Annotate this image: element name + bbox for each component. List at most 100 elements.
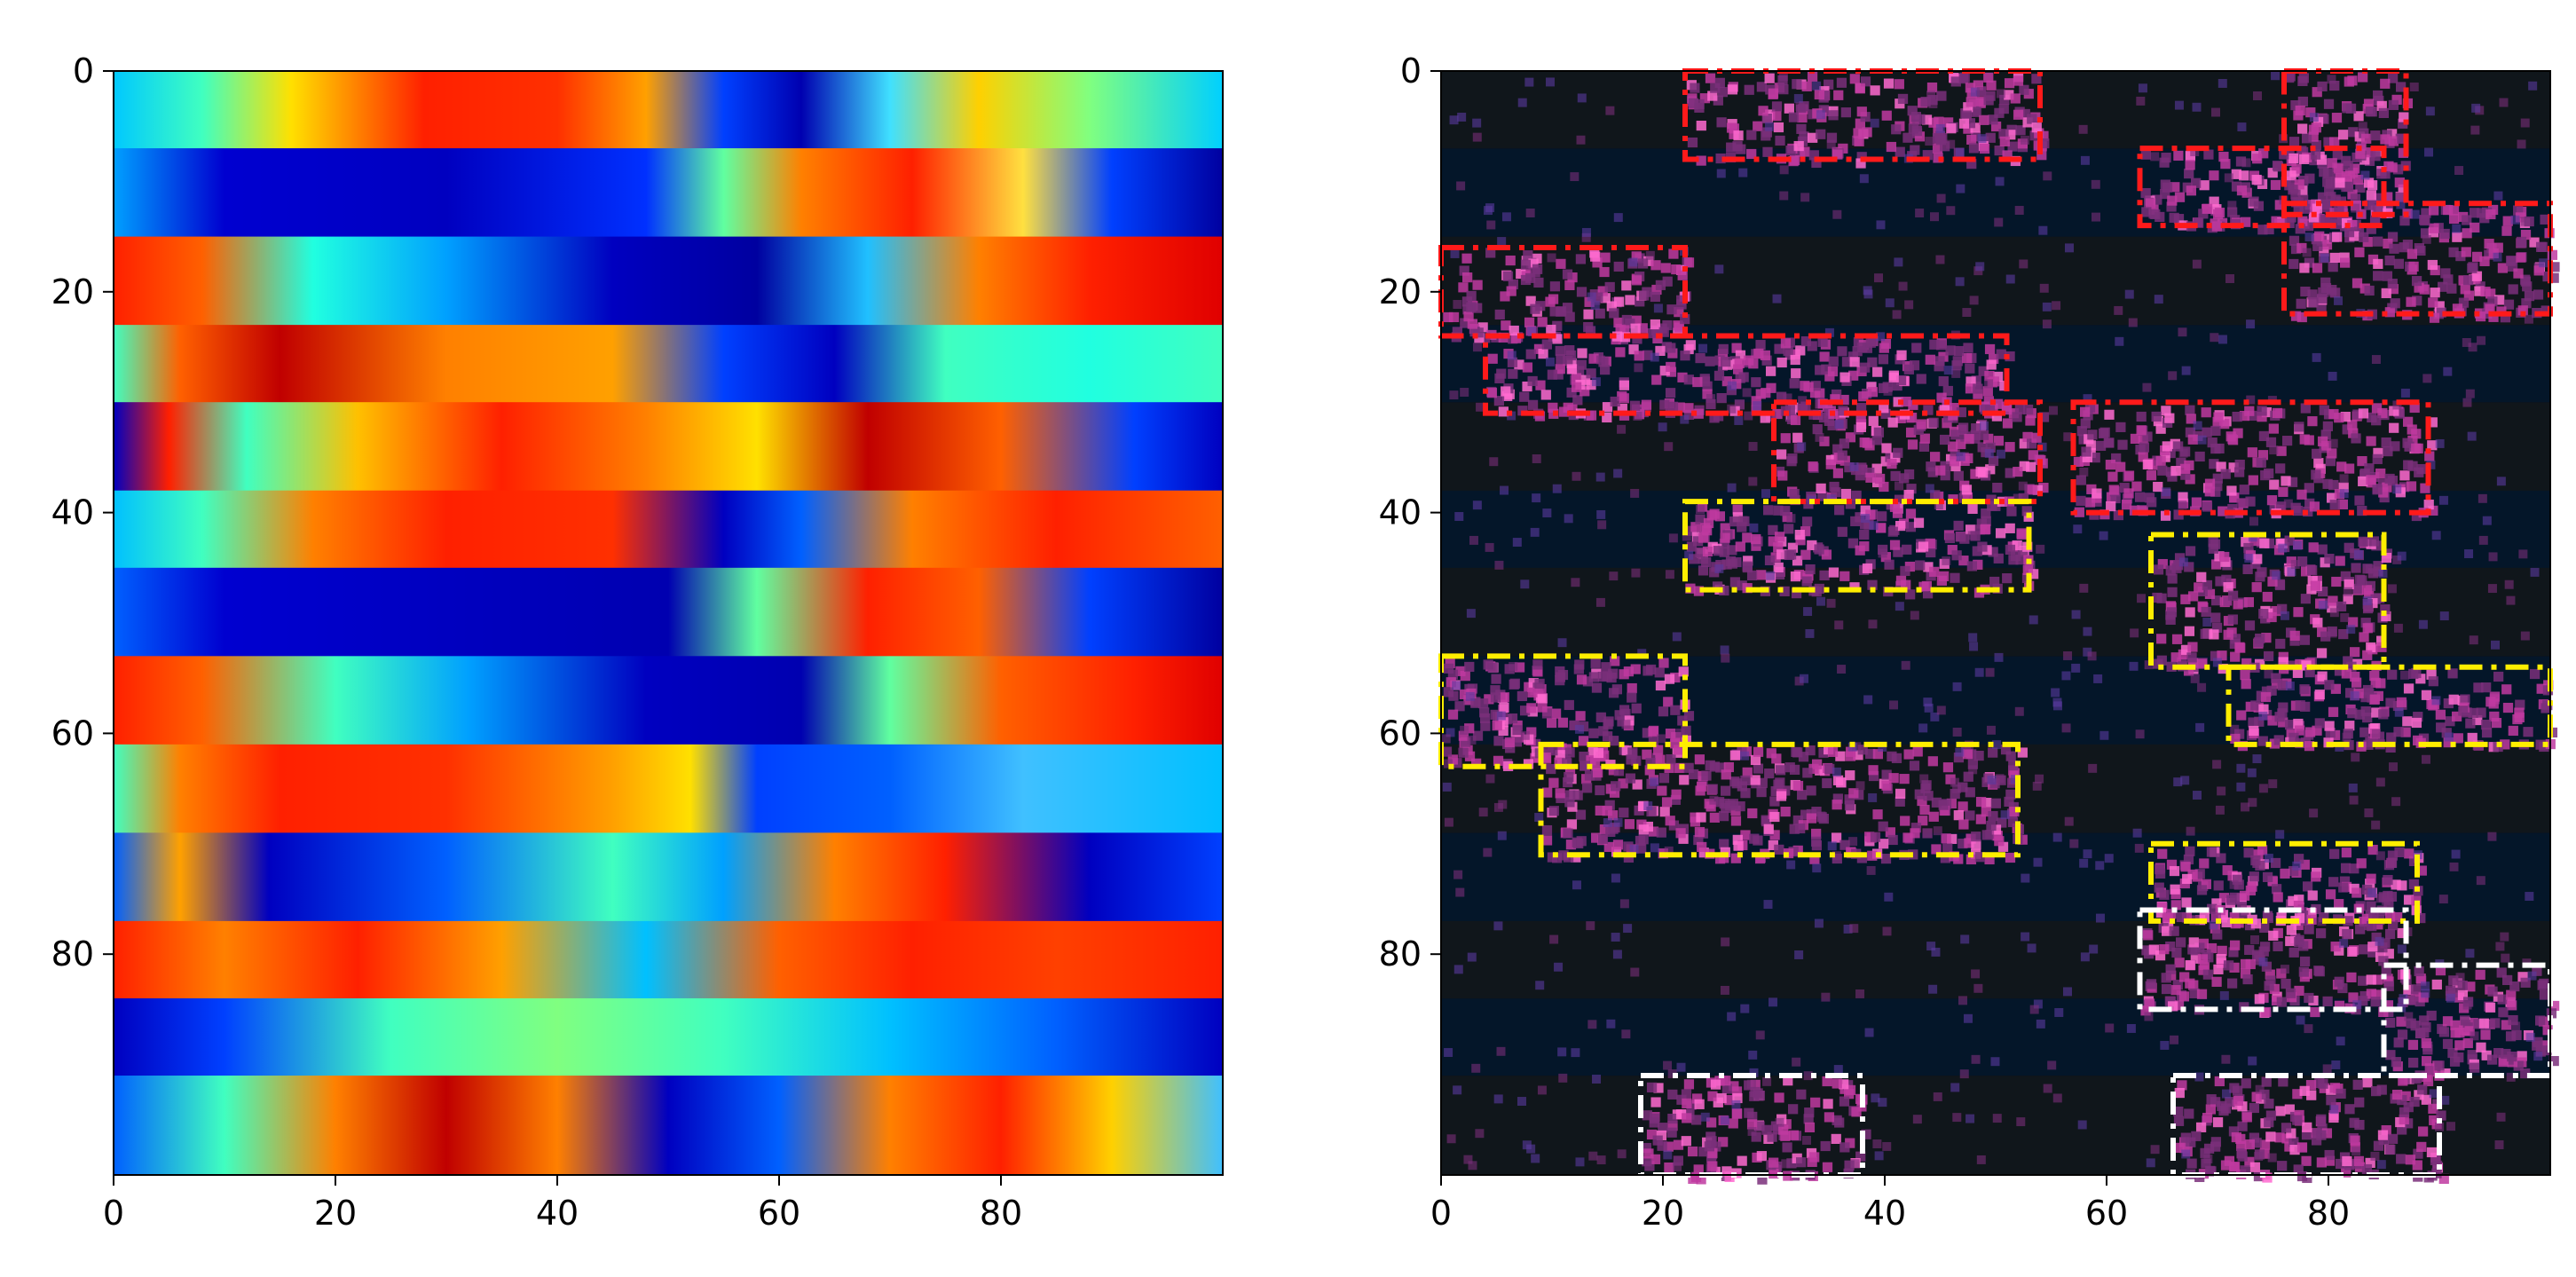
cluster-pixel [1867, 357, 1878, 367]
noise-pixel [2124, 289, 2134, 299]
cluster-pixel [1646, 1082, 1658, 1092]
cluster-pixel [1621, 745, 1632, 756]
cluster-pixel [2199, 959, 2210, 971]
noise-pixel [2496, 1112, 2506, 1122]
cluster-pixel [1854, 136, 1864, 146]
cluster-pixel [1494, 373, 1505, 383]
cluster-pixel [1729, 516, 1740, 527]
cluster-pixel [1895, 796, 1905, 807]
cluster-pixel [1800, 526, 1811, 537]
cluster-pixel [2310, 580, 2321, 591]
cluster-pixel [2304, 667, 2315, 678]
cluster-pixel [1650, 291, 1660, 303]
cluster-pixel [2241, 1112, 2252, 1123]
cluster-pixel [2319, 114, 2329, 124]
cluster-pixel [2296, 311, 2307, 323]
cluster-pixel [1958, 556, 1969, 566]
cluster-pixel [2196, 885, 2208, 895]
noise-pixel [2215, 805, 2225, 815]
cluster-pixel [2168, 1001, 2178, 1012]
cluster-pixel [2145, 198, 2156, 209]
noise-pixel [2376, 1160, 2386, 1170]
cluster-pixel [2400, 727, 2411, 737]
cluster-pixel [2333, 163, 2344, 174]
cluster-pixel [2382, 482, 2392, 493]
cluster-pixel [2494, 295, 2505, 305]
cluster-pixel [2295, 105, 2305, 116]
detection-box [2137, 907, 2409, 1013]
cluster-pixel [1844, 462, 1855, 473]
cluster-pixel [1934, 361, 1944, 372]
cluster-pixel [2347, 420, 2358, 430]
noise-pixel [2467, 431, 2477, 441]
cluster-pixel [2464, 1026, 2475, 1037]
cluster-pixel [1737, 1155, 1747, 1166]
cluster-pixel [2465, 718, 2476, 729]
cluster-pixel [2384, 307, 2395, 318]
noise-pixel [1772, 294, 1782, 303]
noise-pixel [1930, 712, 1940, 721]
cluster-pixel [1870, 85, 1880, 96]
cluster-pixel [1942, 385, 1953, 397]
noise-pixel [2267, 1153, 2277, 1163]
cluster-pixel [1773, 542, 1784, 553]
cluster-pixel [2166, 859, 2178, 870]
cluster-pixel [1681, 1136, 1691, 1147]
cluster-pixel [1732, 834, 1743, 845]
cluster-pixel [2261, 633, 2272, 643]
cluster-pixel [2299, 684, 2310, 695]
cluster-pixel [2317, 81, 2328, 92]
cluster-pixel [1889, 501, 1901, 512]
cluster-pixel [2341, 181, 2351, 193]
cluster-pixel [1906, 484, 1917, 494]
cluster-pixel [1861, 1129, 1871, 1139]
noise-pixel [1454, 512, 1464, 521]
cluster-pixel [1664, 1162, 1674, 1173]
noise-pixel [2446, 993, 2455, 1003]
cluster-pixel [1754, 1121, 1765, 1131]
noise-pixel [2339, 938, 2349, 948]
cluster-pixel [2337, 130, 2349, 140]
noise-pixel [1973, 983, 1983, 993]
cluster-pixel [2300, 566, 2312, 577]
cluster-pixel [1926, 461, 1936, 472]
cluster-pixel [1897, 93, 1909, 105]
cluster-pixel [2005, 442, 2015, 453]
cluster-pixel [1859, 529, 1870, 540]
cluster-pixel [2355, 924, 2366, 934]
noise-pixel [2462, 398, 2472, 407]
cluster-pixel [1550, 708, 1562, 719]
noise-pixel [2033, 999, 2043, 1009]
cluster-pixel [2261, 1076, 2272, 1087]
noise-pixel [1498, 800, 1508, 809]
cluster-pixel [1991, 411, 2003, 422]
cluster-pixel [1667, 1121, 1678, 1131]
cluster-pixel [1774, 569, 1785, 579]
cluster-pixel [2207, 437, 2218, 448]
cluster-pixel [1993, 553, 2004, 564]
cluster-pixel [2421, 1037, 2431, 1049]
cluster-pixel [2250, 700, 2261, 711]
cluster-pixel [1533, 277, 1544, 288]
noise-pixel [1469, 535, 1478, 545]
cluster-pixel [1642, 1156, 1652, 1167]
cluster-pixel [2230, 733, 2241, 744]
noise-pixel [1592, 1075, 1602, 1084]
noise-pixel [1612, 950, 1622, 959]
noise-pixel [1727, 483, 1737, 493]
noise-pixel [1603, 817, 1612, 827]
cluster-pixel [1472, 730, 1484, 741]
cluster-pixel [2249, 871, 2259, 882]
cluster-pixel [1742, 562, 1753, 573]
cluster-pixel [1659, 366, 1670, 376]
cluster-pixel [1839, 455, 1850, 466]
cluster-pixel [2340, 571, 2351, 581]
cluster-pixel [2276, 445, 2287, 456]
cluster-pixel [1787, 453, 1798, 464]
cluster-pixel [2194, 942, 2205, 953]
noise-pixel [1980, 421, 1989, 430]
cluster-pixel [1443, 687, 1453, 698]
cluster-pixel [1648, 726, 1658, 737]
cluster-pixel [1753, 121, 1763, 131]
